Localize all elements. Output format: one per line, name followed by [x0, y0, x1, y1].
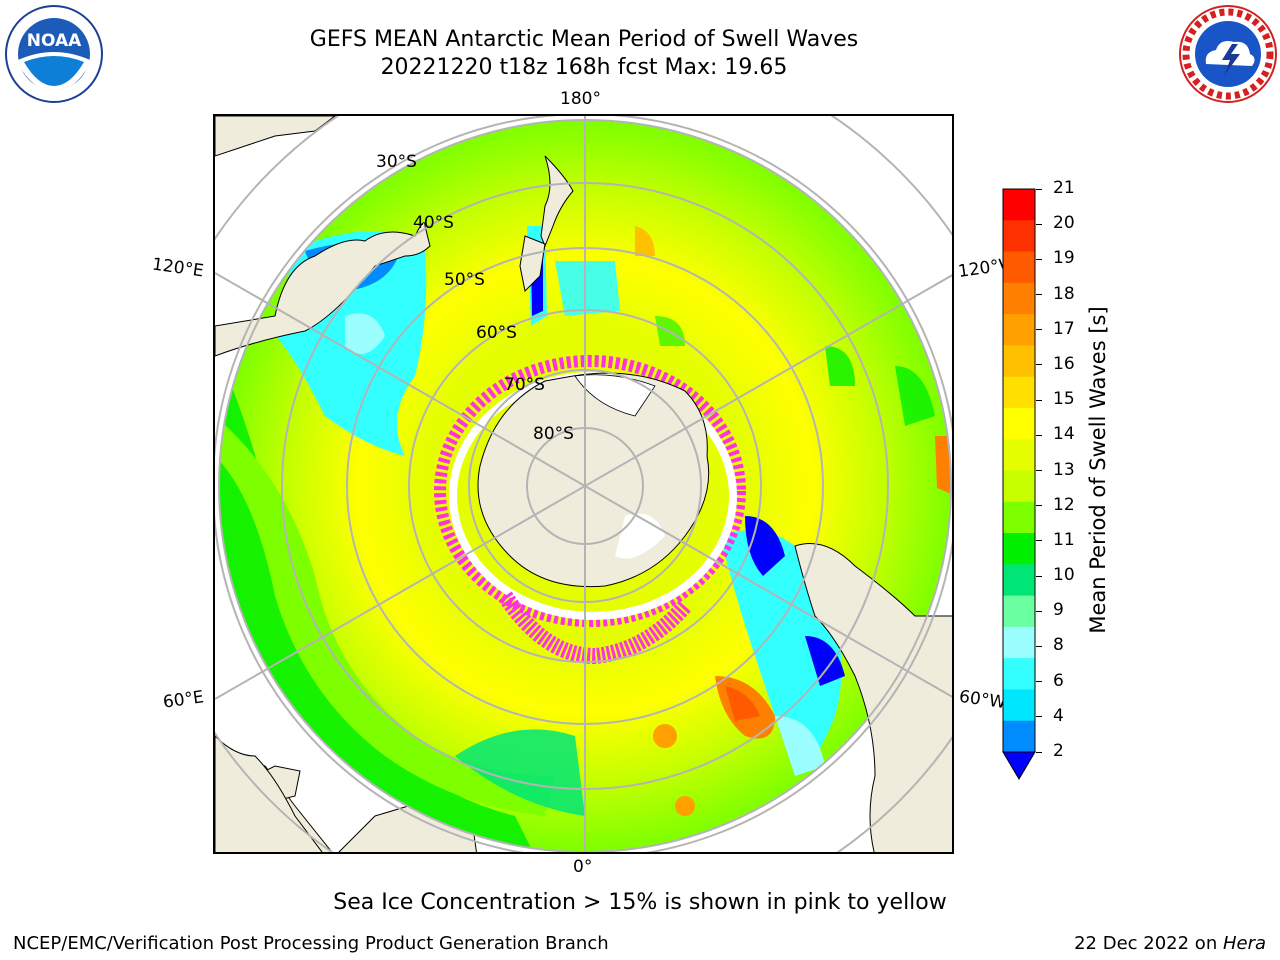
colorbar-tick-label: 17 — [1053, 318, 1075, 339]
lon-label-120e: 120°E — [150, 254, 205, 282]
colorbar-segment — [1003, 564, 1035, 597]
credit-text: NCEP/EMC/Verification Post Processing Pr… — [13, 933, 609, 954]
colorbar-tick-label: 14 — [1053, 424, 1075, 445]
colorbar-tick-label: 13 — [1053, 459, 1075, 480]
colorbar-segment — [1003, 470, 1035, 503]
colorbar-segment — [1003, 314, 1035, 346]
noaa-logo-text: NOAA — [27, 31, 82, 51]
colorbar-segment — [1003, 345, 1035, 378]
lon-label-180: 180° — [560, 89, 601, 109]
national-weather-service-logo — [1176, 4, 1280, 104]
colorbar-segment — [1003, 501, 1035, 534]
colorbar-tick-mark — [1036, 258, 1042, 260]
colorbar-tick-mark — [1036, 188, 1042, 190]
colorbar-tick-label: 21 — [1053, 178, 1075, 198]
colorbar-tick-mark — [1036, 716, 1042, 718]
colorbar-tick-label: 10 — [1053, 565, 1075, 586]
date-text: 22 Dec 2022 on Hera — [1074, 933, 1266, 954]
colorbar-tick-mark — [1036, 294, 1042, 296]
colorbar-tick-label: 19 — [1053, 248, 1075, 269]
colorbar-tick-mark — [1036, 681, 1042, 683]
lat-label-30s: 30°S — [376, 152, 417, 172]
sea-ice-note: Sea Ice Concentration > 15% is shown in … — [333, 890, 947, 915]
colorbar-tick-mark — [1036, 751, 1042, 753]
colorbar-tick-mark — [1036, 610, 1042, 612]
colorbar-tick-label: 2 — [1053, 741, 1064, 761]
colorbar-tick-label: 20 — [1053, 213, 1075, 234]
colorbar-tick-mark — [1036, 505, 1042, 507]
lon-label-60w: 60°W — [957, 686, 1008, 714]
lat-label-60s: 60°S — [476, 323, 517, 343]
colorbar-segment — [1003, 689, 1035, 722]
date-value: 22 Dec 2022 on — [1074, 933, 1223, 954]
machine-name: Hera — [1222, 933, 1266, 954]
polar-stereographic-map — [213, 114, 954, 854]
noaa-logo: NOAA — [4, 4, 104, 104]
colorbar-tick-label: 8 — [1053, 635, 1064, 656]
colorbar-tick-label: 11 — [1053, 529, 1075, 550]
map-canvas — [215, 116, 952, 852]
colorbar-tick-label: 15 — [1053, 389, 1075, 410]
lat-label-70s: 70°S — [504, 375, 545, 395]
colorbar-segment — [1003, 220, 1035, 253]
colorbar-segment — [1003, 720, 1035, 753]
colorbar-segment — [1003, 282, 1035, 315]
colorbar-tick-mark — [1036, 364, 1042, 366]
colorbar-tick-label: 16 — [1053, 353, 1075, 374]
colorbar-tick-mark — [1036, 329, 1042, 331]
lat-label-40s: 40°S — [413, 213, 454, 233]
colorbar-tick-mark — [1036, 575, 1042, 577]
colorbar-tick-mark — [1036, 540, 1042, 542]
colorbar-segment — [1003, 189, 1035, 221]
colorbar-tick-label: 9 — [1053, 600, 1064, 621]
colorbar-segment — [1003, 407, 1035, 440]
colorbar-segment — [1003, 533, 1035, 565]
colorbar-label: Mean Period of Swell Waves [s] — [1086, 306, 1110, 634]
colorbar-tick-mark — [1036, 434, 1042, 436]
colorbar-tick-mark — [1036, 645, 1042, 647]
colorbar-tick-label: 12 — [1053, 494, 1075, 515]
colorbar-segment — [1003, 658, 1035, 690]
map-title: GEFS MEAN Antarctic Mean Period of Swell… — [309, 27, 859, 52]
lat-label-50s: 50°S — [444, 270, 485, 290]
lon-label-0: 0° — [573, 857, 593, 877]
colorbar-tick-mark — [1036, 470, 1042, 471]
map-subtitle: 20221220 t18z 168h fcst Max: 19.65 — [380, 55, 788, 80]
colorbar-segment — [1003, 439, 1035, 471]
lat-label-80s: 80°S — [533, 424, 574, 444]
colorbar-segment — [1003, 626, 1035, 659]
colorbar-segment — [1003, 595, 1035, 628]
colorbar-tick-label: 18 — [1053, 283, 1075, 304]
colorbar-segment — [1003, 376, 1035, 409]
colorbar — [1002, 188, 1036, 780]
lon-label-60e: 60°E — [161, 687, 206, 713]
colorbar-tick-label: 4 — [1053, 705, 1064, 726]
colorbar-tick-mark — [1036, 223, 1042, 225]
colorbar-tick-mark — [1036, 399, 1042, 401]
colorbar-tick-label: 6 — [1053, 670, 1064, 691]
colorbar-segment — [1003, 251, 1035, 284]
